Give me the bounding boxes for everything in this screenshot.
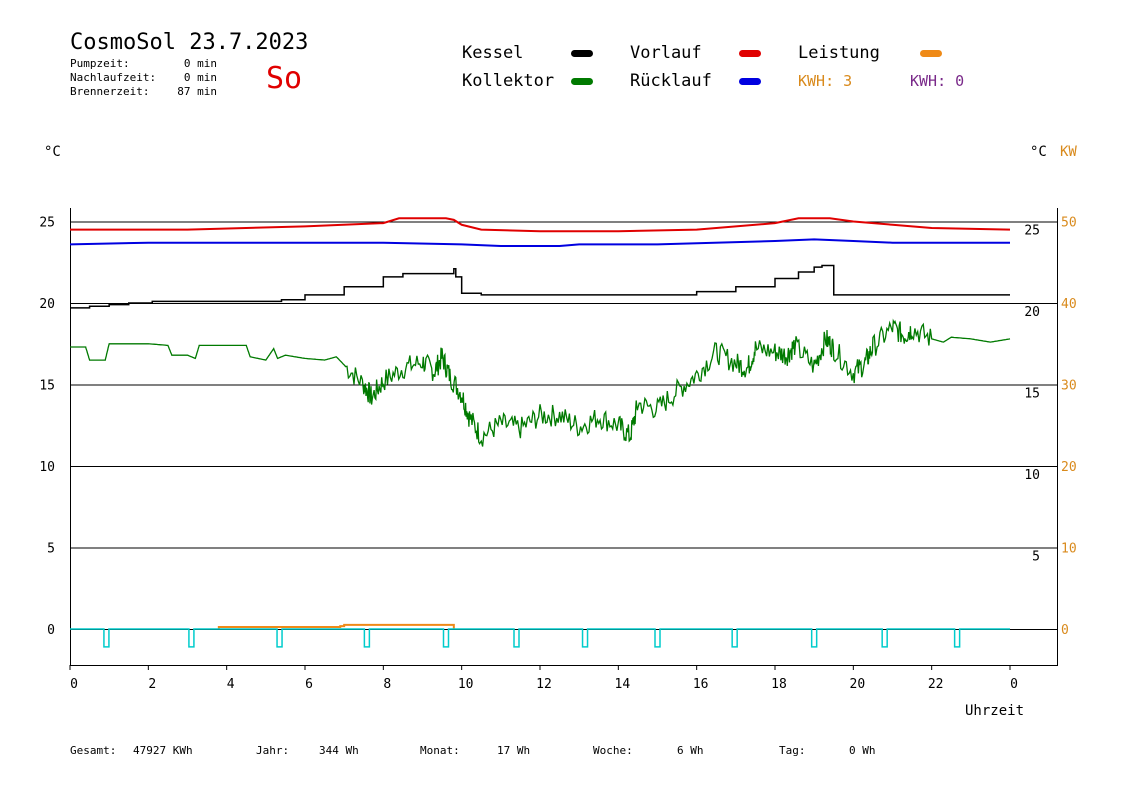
x-tick-label: 4 xyxy=(227,677,235,692)
y-left-tick-label: 20 xyxy=(39,297,55,312)
series-pump-trace xyxy=(70,628,1010,648)
chart-title: CosmoSol 23.7.2023 xyxy=(70,30,308,55)
footer-value: 47927 KWh xyxy=(133,744,193,757)
stat-value: 87 min xyxy=(177,85,217,98)
y-right-tick-label: 25 xyxy=(1024,224,1040,239)
kwh-label-2: KWH: 0 xyxy=(910,72,964,90)
x-tick-label: 22 xyxy=(928,677,944,692)
kwh-label-1: KWH: 3 xyxy=(798,72,852,90)
x-tick-label: 2 xyxy=(148,677,156,692)
y-right-tick-label: 20 xyxy=(1024,305,1040,320)
legend-label-leistung: Leistung xyxy=(798,43,880,63)
x-tick-label: 6 xyxy=(305,677,313,692)
y-right-tick-label: 5 xyxy=(1032,550,1040,565)
legend-swatch-ruecklauf xyxy=(739,78,761,85)
y-right-kw-tick-label: 30 xyxy=(1061,379,1077,394)
y-right-kw-tick-label: 40 xyxy=(1061,297,1077,312)
stat-value: 0 min xyxy=(184,71,217,84)
grid xyxy=(70,221,1057,630)
legend-label-vorlauf: Vorlauf xyxy=(630,43,702,63)
footer-label: Gesamt: xyxy=(70,744,116,757)
y-left-tick-label: 25 xyxy=(39,216,55,231)
footer-value: 344 Wh xyxy=(319,744,359,757)
series-vorlauf-line xyxy=(70,217,1011,233)
x-tick-label: 8 xyxy=(383,677,391,692)
footer-label: Woche: xyxy=(593,744,633,757)
y-left-unit: °C xyxy=(44,144,61,160)
stat-label: Brennerzeit: xyxy=(70,85,149,98)
series-layer xyxy=(69,217,1011,648)
y-right-tick-label: 15 xyxy=(1024,387,1040,402)
leistung-path xyxy=(217,623,455,629)
stat-label: Pumpzeit: xyxy=(70,57,130,70)
x-axis-label: Uhrzeit xyxy=(965,703,1024,719)
legend-label-kessel: Kessel xyxy=(462,43,523,63)
footer-value: 0 Wh xyxy=(849,744,876,757)
y-right-kw-tick-label: 0 xyxy=(1061,623,1069,638)
legend-swatch-vorlauf xyxy=(739,50,761,57)
day-label: So xyxy=(266,61,302,96)
x-tick-label: 12 xyxy=(536,677,552,692)
kessel-path xyxy=(70,264,1010,309)
series-ruecklauf-line xyxy=(69,238,1010,247)
x-tick-label: 20 xyxy=(850,677,866,692)
y-left-tick-label: 5 xyxy=(47,542,55,557)
footer-value: 6 Wh xyxy=(677,744,704,757)
x-ticks: 0 2 4 6 8 10 12 14 16 18 20 22 0 xyxy=(69,665,1018,692)
legend-swatch-kessel xyxy=(571,50,593,57)
y-right-kw-unit: KW xyxy=(1060,144,1077,160)
legend: Kessel Kollektor Vorlauf Rücklauf Leistu… xyxy=(462,43,964,91)
x-tick-label: 16 xyxy=(693,677,709,692)
pump-trace-path xyxy=(70,628,1010,648)
legend-label-kollektor: Kollektor xyxy=(462,71,554,91)
footer: Gesamt: 47927 KWh Jahr: 344 Wh Monat: 17… xyxy=(70,744,876,757)
footer-label: Jahr: xyxy=(256,744,289,757)
footer-label: Monat: xyxy=(420,744,460,757)
legend-swatch-leistung xyxy=(920,50,942,57)
x-tick-label: 0 xyxy=(70,677,78,692)
x-tick-label: 10 xyxy=(458,677,474,692)
vorlauf-path xyxy=(70,217,1011,233)
y-right-tick-label: 10 xyxy=(1024,468,1040,483)
ruecklauf-path xyxy=(69,238,1010,247)
stat-label: Nachlaufzeit: xyxy=(70,71,156,84)
stats-block: Pumpzeit: 0 min Nachlaufzeit: 0 min Bren… xyxy=(70,57,217,98)
legend-label-ruecklauf: Rücklauf xyxy=(630,71,712,91)
footer-value: 17 Wh xyxy=(497,744,530,757)
x-tick-label: 0 xyxy=(1010,677,1018,692)
y-right-kw-tick-label: 10 xyxy=(1061,542,1077,557)
kollektor-path xyxy=(70,318,1011,447)
series-kessel-line xyxy=(70,264,1010,309)
y-left-tick-label: 0 xyxy=(47,623,55,638)
y-right-kw-tick-label: 20 xyxy=(1061,460,1077,475)
x-tick-label: 18 xyxy=(771,677,787,692)
y-right-kw-tick-label: 50 xyxy=(1061,216,1077,231)
y-left-tick-label: 15 xyxy=(39,379,55,394)
y-ticks: 0 5 10 15 20 25 5 10 15 20 25 0 10 20 30 40 50 xyxy=(39,216,1076,639)
stat-value: 0 min xyxy=(184,57,217,70)
x-tick-label: 14 xyxy=(615,677,631,692)
legend-swatch-kollektor xyxy=(571,78,593,85)
y-left-tick-label: 10 xyxy=(39,460,55,475)
y-right-unit: °C xyxy=(1030,144,1047,160)
series-leistung-line xyxy=(217,623,455,629)
series-kollektor-line xyxy=(70,318,1011,447)
footer-label: Tag: xyxy=(779,744,806,757)
